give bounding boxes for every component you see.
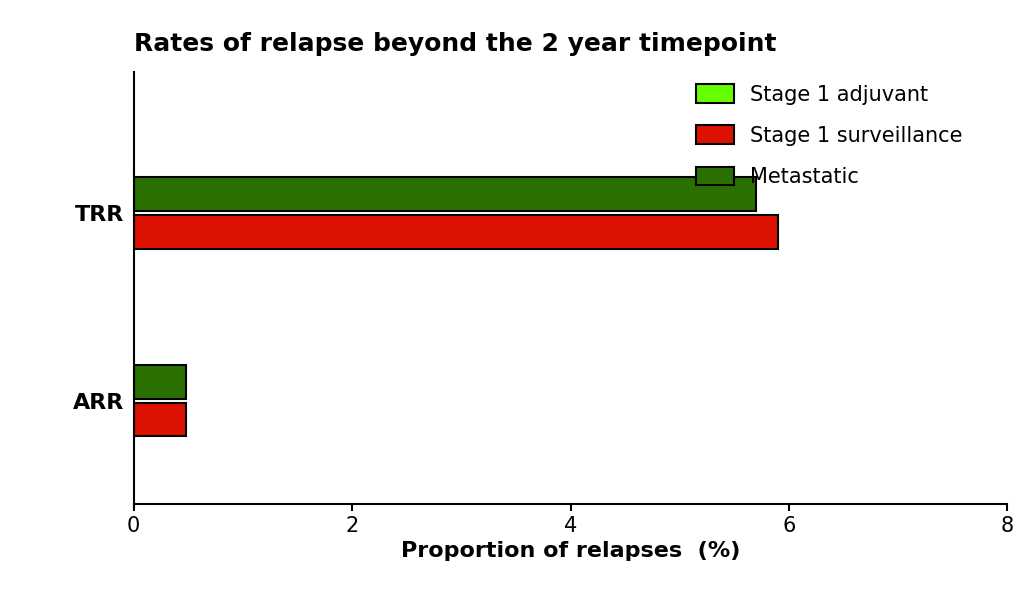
Text: Rates of relapse beyond the 2 year timepoint: Rates of relapse beyond the 2 year timep… xyxy=(134,32,776,56)
Bar xyxy=(134,177,757,211)
Bar xyxy=(134,403,186,436)
Bar xyxy=(134,365,186,399)
X-axis label: Proportion of relapses  (%): Proportion of relapses (%) xyxy=(401,541,740,562)
Legend: Stage 1 adjuvant, Stage 1 surveillance, Metastatic: Stage 1 adjuvant, Stage 1 surveillance, … xyxy=(686,74,974,197)
Bar xyxy=(134,215,778,248)
